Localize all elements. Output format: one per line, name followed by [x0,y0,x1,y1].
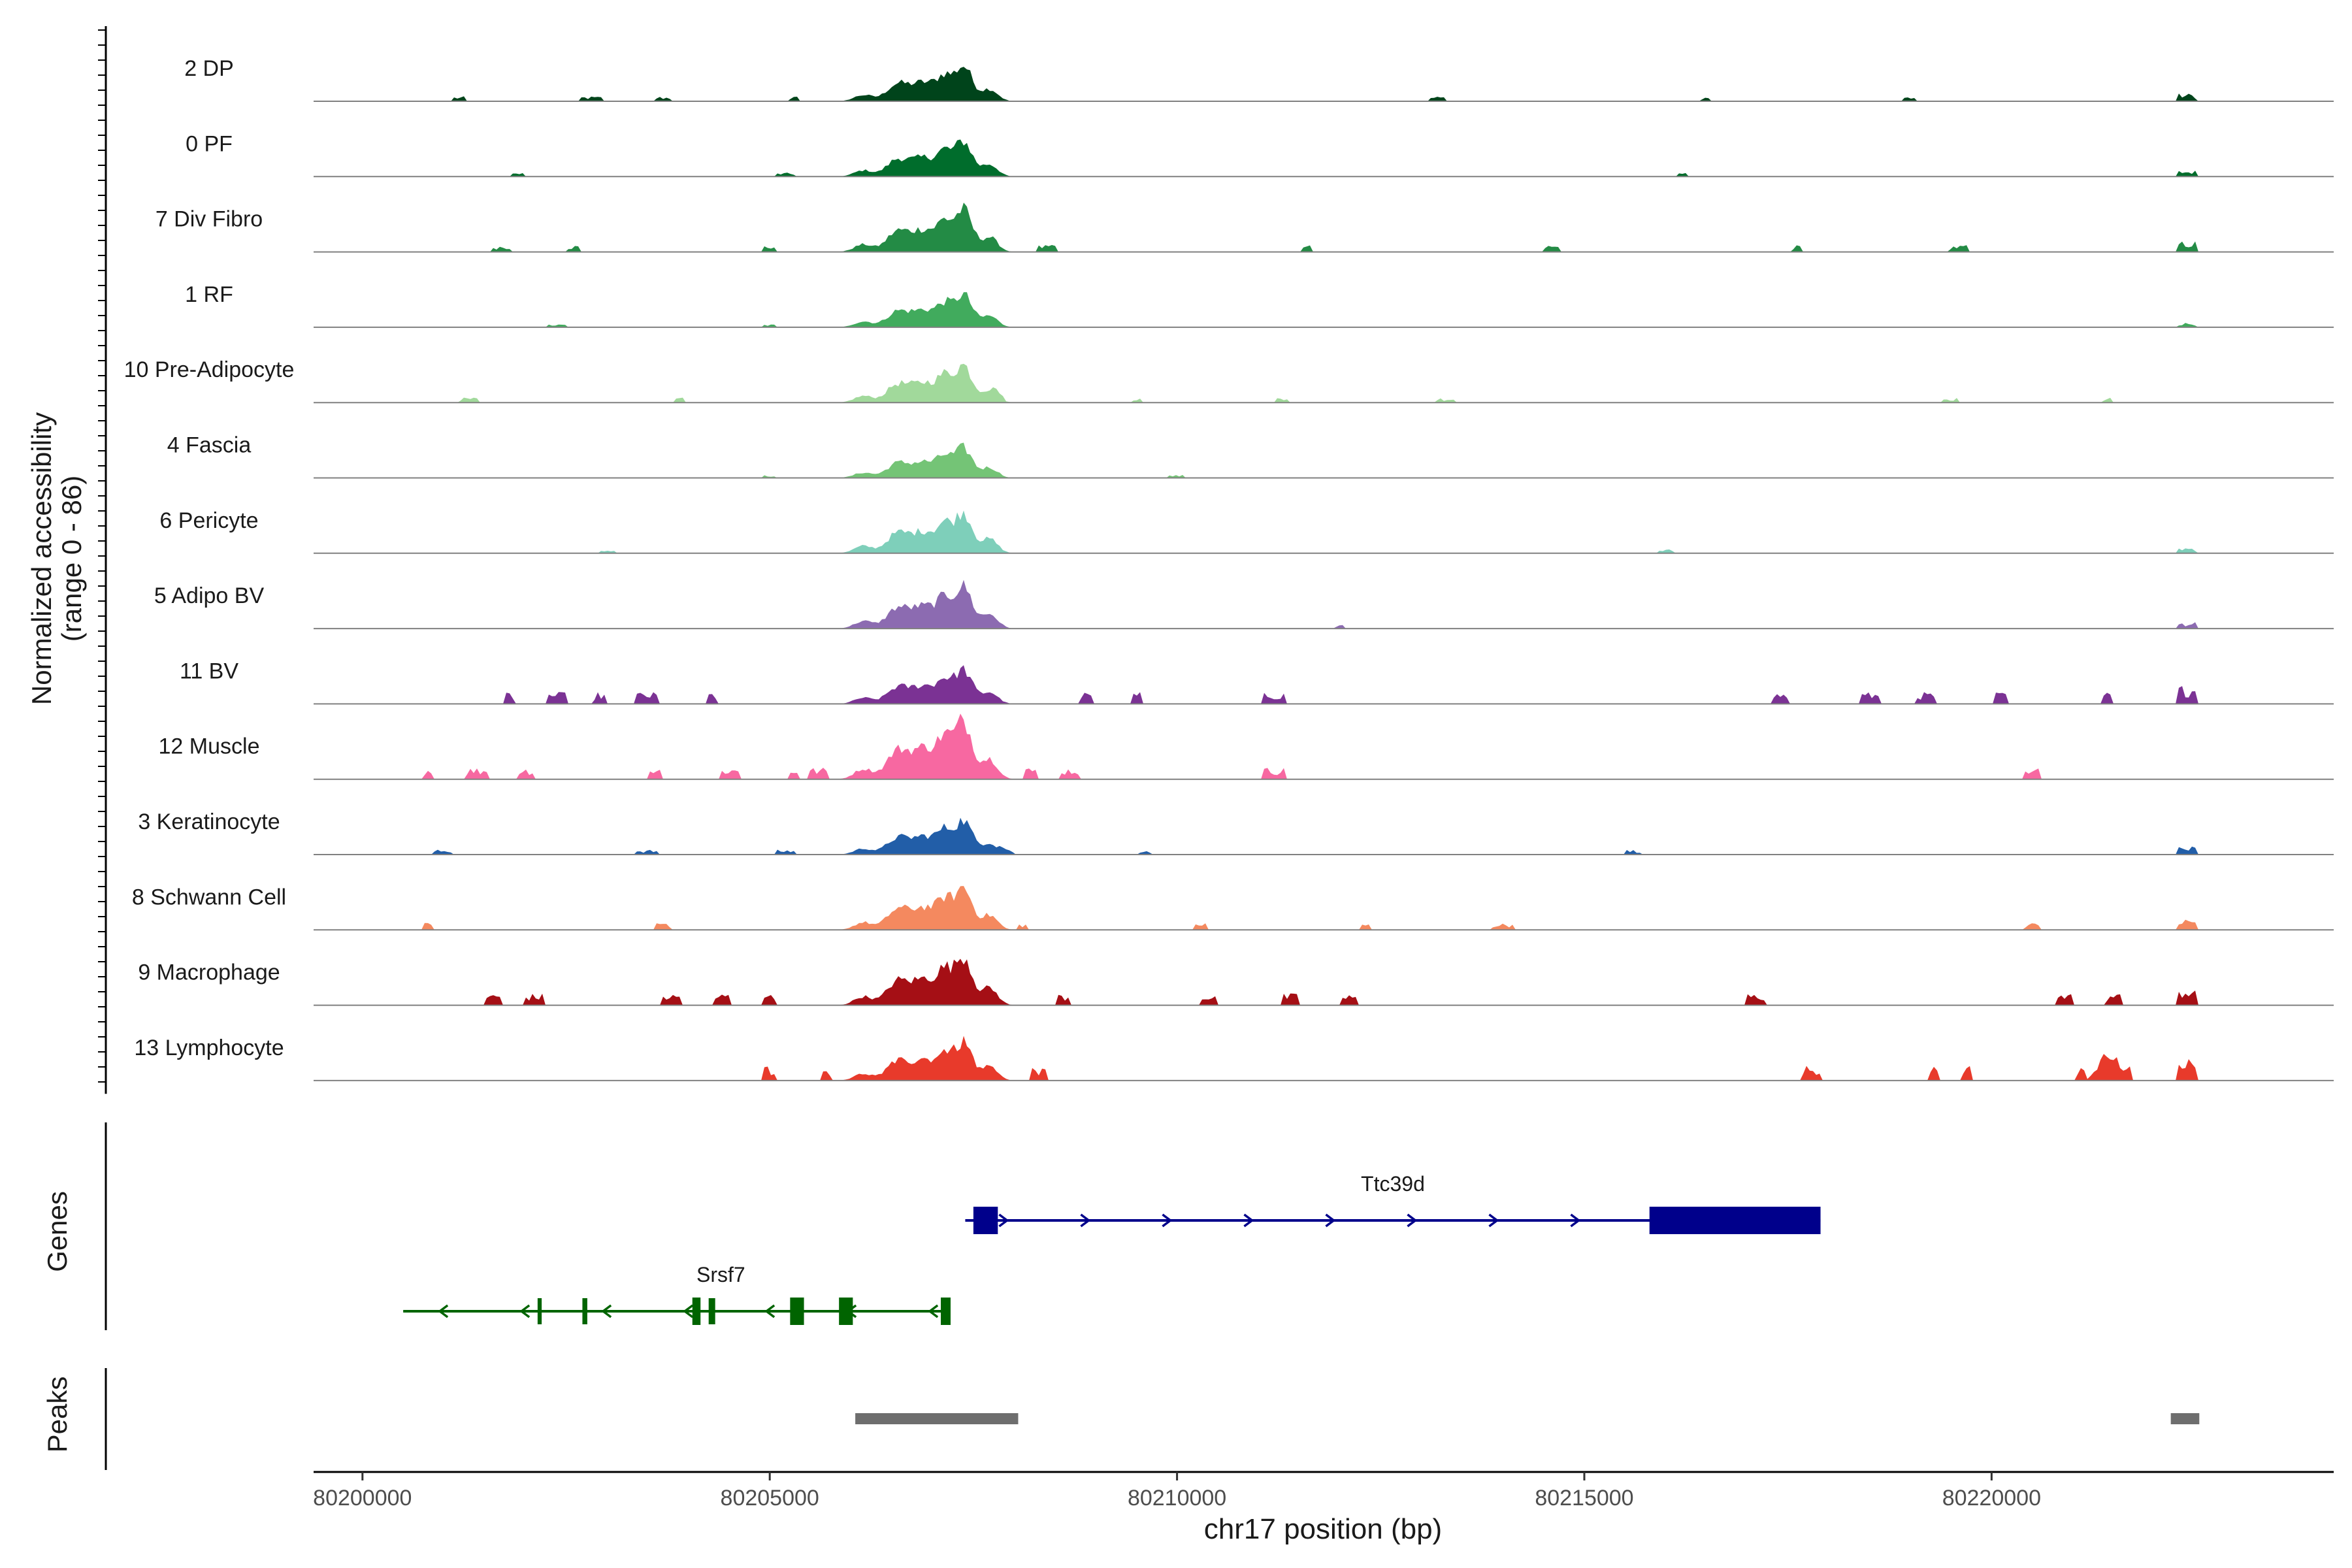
exon [941,1298,951,1325]
gene-model: Srsf7 [403,1263,951,1325]
strand-arrow [683,1304,694,1318]
x-tick-label: 80215000 [1535,1486,1633,1511]
y-axis-title: Normalized accessibility (range 0 - 86) [26,412,87,705]
track: 10 Pre-Adipocyte [124,357,2334,404]
x-tick-label: 80210000 [1128,1486,1226,1511]
exon [708,1298,715,1324]
track: 0 PF [186,131,2334,178]
strand-arrow [1570,1213,1581,1228]
strand-arrow [1080,1213,1091,1228]
exon [839,1298,853,1325]
coverage-area [314,1036,2334,1081]
y-axis-title-line2: (range 0 - 86) [56,476,87,642]
strand-arrow [1407,1213,1418,1228]
track: 4 Fascia [167,433,2334,479]
track-label: 10 Pre-Adipocyte [124,357,295,382]
strand-arrow [601,1304,612,1318]
coverage-area [314,510,2334,553]
gene-model: Ttc39d [965,1172,1821,1234]
track: 2 DP [184,56,2334,102]
track-label: 4 Fascia [167,433,252,458]
coverage-area [314,580,2334,629]
track-label: 7 Div Fibro [155,207,263,232]
x-tick-label: 80200000 [313,1486,412,1511]
track: 13 Lymphocyte [134,1036,2334,1081]
y-axis-title-line1: Normalized accessibility [26,412,57,705]
strand-arrow [764,1304,776,1318]
strand-arrow [1243,1213,1254,1228]
track-label: 8 Schwann Cell [132,885,286,909]
track-label: 9 Macrophage [138,960,280,985]
track-label: 6 Pericyte [159,508,258,533]
strand-arrow [1162,1213,1173,1228]
track: 7 Div Fibro [155,203,2334,253]
strand-arrow [928,1304,939,1318]
x-axis: chr17 position (bp) 80200000 80205000 8021… [313,1471,2334,1545]
x-tick-label: 80205000 [721,1486,819,1511]
x-tick-label: 80220000 [1942,1486,2041,1511]
peak-region [855,1413,1019,1424]
coverage-area [314,67,2334,101]
exon [537,1298,542,1324]
exon [1649,1207,1821,1234]
strand-arrow [998,1213,1009,1228]
track: 8 Schwann Cell [132,885,2334,931]
coverage-area [314,886,2334,930]
exon [582,1298,587,1324]
exon [973,1207,998,1234]
track: 1 RF [185,282,2334,328]
accessibility-tracks: 2 DP 0 PF 7 Div Fibro 1 RF 10 Pre-Adipocyte 4… [98,26,2334,1094]
track-label: 0 PF [186,131,233,156]
track: 6 Pericyte [159,508,2334,554]
gene-name: Ttc39d [1361,1172,1425,1196]
strand-arrow [438,1304,449,1318]
peaks-panel-label: Peaks [42,1377,73,1453]
gene-name: Srsf7 [696,1263,745,1286]
track: 5 Adipo BV [154,580,2334,630]
coverage-area [314,665,2334,704]
coverage-area [314,292,2334,327]
track-label: 1 RF [185,282,233,307]
track-label: 5 Adipo BV [154,583,265,608]
coverage-area [314,363,2334,403]
track-label: 3 Keratinocyte [138,809,280,834]
strand-arrow [519,1304,531,1318]
coverage-area [314,442,2334,478]
peaks-panel: Peaks [42,1368,2200,1470]
strand-arrow [1325,1213,1336,1228]
x-axis-title: chr17 position (bp) [1204,1513,1442,1545]
track: 3 Keratinocyte [138,809,2334,855]
track-label: 11 BV [180,659,238,683]
exon [692,1298,701,1325]
exon [790,1298,804,1325]
strand-arrow [1488,1213,1499,1228]
peak-region [2170,1413,2200,1424]
track: 12 Muscle [159,713,2334,780]
coverage-area [314,139,2334,177]
genes-panel: Genes Ttc39d Srsf7 [42,1122,1821,1330]
genes-panel-label: Genes [42,1191,73,1272]
track: 11 BV [180,659,2334,705]
coverage-area [314,817,2334,855]
coverage-area [314,203,2334,252]
track: 9 Macrophage [138,958,2334,1006]
track-label: 2 DP [184,56,234,81]
track-label: 13 Lymphocyte [134,1036,284,1060]
coverage-area [314,958,2334,1005]
track-label: 12 Muscle [159,734,260,759]
coverage-area [314,713,2334,779]
